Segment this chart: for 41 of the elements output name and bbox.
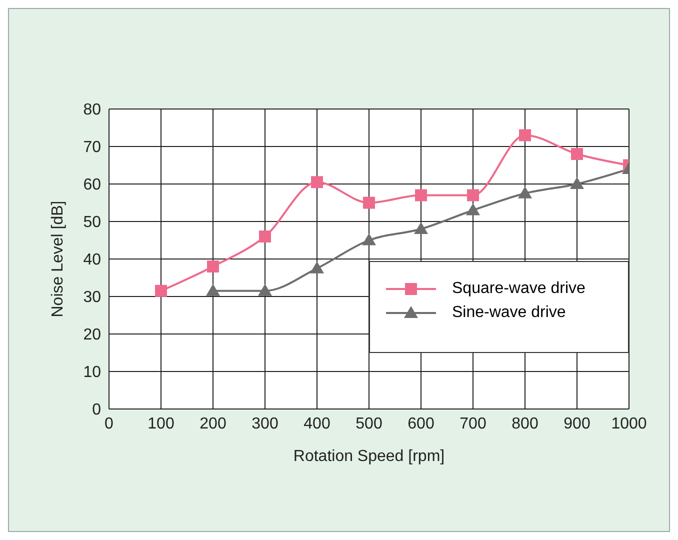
point: [571, 148, 583, 160]
x-tick-label: 100: [148, 415, 174, 432]
y-tick-label: 20: [83, 326, 102, 344]
y-tick-label: 60: [83, 176, 102, 194]
point: [519, 129, 531, 142]
x-axis-title: Rotation Speed [rpm]: [293, 448, 445, 465]
point: [414, 222, 428, 234]
x-tick-label: 300: [252, 415, 278, 432]
y-tick-label: 50: [83, 214, 102, 232]
y-tick-label: 0: [92, 402, 102, 419]
x-tick-label: 500: [356, 415, 382, 432]
point: [362, 233, 376, 246]
point: [258, 284, 272, 296]
point: [259, 230, 271, 242]
x-tick-label: 400: [304, 415, 330, 432]
y-tick-label: 40: [83, 252, 102, 269]
y-tick-label: 80: [83, 102, 102, 119]
x-tick-label: 600: [408, 415, 434, 432]
point: [466, 203, 480, 216]
point: [155, 284, 167, 297]
point: [363, 196, 375, 209]
point: [206, 284, 220, 296]
x-tick-label: 700: [460, 415, 486, 432]
point: [518, 186, 532, 198]
x-tick-label: 900: [564, 415, 590, 432]
x-tick-label: 1000: [611, 415, 647, 432]
x-tick-label: 0: [104, 415, 114, 432]
y-axis-title: Noise Level [dB]: [50, 200, 67, 318]
x-tick-label: 800: [512, 415, 538, 432]
point: [570, 177, 584, 189]
y-tick-label: 10: [83, 364, 102, 382]
legend-label: Sine-wave drive: [452, 304, 566, 322]
legend-label: Square-wave drive: [452, 280, 586, 298]
y-tick-label: 70: [83, 139, 102, 156]
point: [311, 176, 323, 188]
point: [467, 189, 479, 202]
x-tick-label: 200: [200, 415, 226, 432]
y-tick-label: 30: [83, 289, 102, 306]
point: [415, 189, 427, 202]
point: [207, 260, 219, 272]
point: [310, 261, 324, 274]
